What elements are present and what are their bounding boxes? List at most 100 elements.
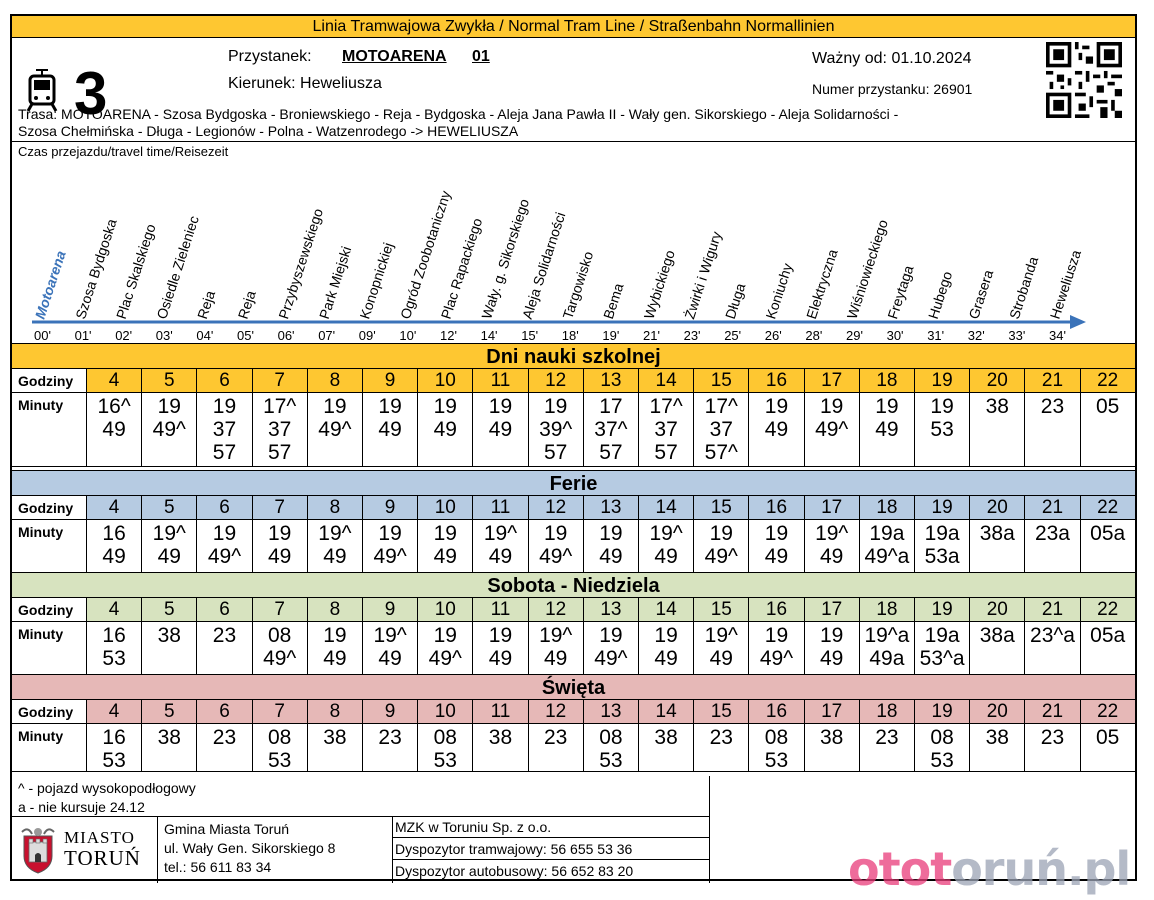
departure-minute: 08 — [268, 726, 292, 749]
minutes-cell: 19 49^ — [362, 520, 417, 573]
legend-high-floor: ^ - pojazd wysokopodłogowy — [18, 780, 196, 796]
hour-cell: 6 — [196, 700, 252, 723]
minutes-cell: 19 49 — [858, 393, 914, 466]
hour-cell: 13 — [582, 598, 638, 621]
stop-time-25: 34' — [1049, 328, 1066, 343]
departure-minute: 53a — [924, 545, 960, 568]
departure-minute: 19a — [924, 624, 960, 647]
minutes-cell: 19 49 — [417, 520, 472, 573]
departure-minute: 16 — [102, 522, 126, 545]
departure-minute: 19 — [544, 395, 568, 418]
hour-cell: 21 — [1024, 700, 1080, 723]
section-title: Ferie — [12, 470, 1135, 496]
minutes-cell: 19 49^ — [748, 622, 803, 675]
minutes-cell: 23 — [693, 724, 748, 771]
departure-minute: 53 — [268, 749, 292, 772]
hour-cell: 20 — [969, 598, 1025, 621]
logo-text-miasto: MIASTO — [64, 828, 135, 847]
departure-minute: 49 — [323, 545, 347, 568]
departure-minute: 49 — [268, 545, 292, 568]
line-type-title: Linia Tramwajowa Zwykła / Normal Tram Li… — [12, 16, 1135, 38]
minutes-cell: 08 53 — [748, 724, 803, 772]
hour-cell: 10 — [417, 496, 473, 519]
minutes-cell: 19 49 — [638, 622, 693, 675]
departure-minute: 19 — [875, 395, 899, 418]
departure-minute: 19a — [869, 522, 905, 545]
departure-minute: 49 — [378, 418, 402, 441]
departure-minute: 57 — [268, 441, 292, 464]
minutes-cell: 38 — [141, 724, 196, 771]
minutes-cell: 19 49 — [306, 622, 362, 675]
departure-minute: 49 — [102, 418, 126, 441]
minutes-cell: 17 37^ 57 — [582, 393, 638, 466]
hour-cell: 22 — [1079, 598, 1135, 621]
departure-minute: 49^ — [759, 647, 794, 670]
departure-minute: 38a — [979, 624, 1015, 647]
minutes-cell: 23 — [196, 724, 251, 771]
hour-cell: 15 — [693, 369, 749, 392]
departure-minute: 38 — [323, 726, 347, 749]
hour-cell: 20 — [969, 496, 1025, 519]
minutes-cell: 23a — [1024, 520, 1079, 573]
section-title: Dni nauki szkolnej — [12, 343, 1135, 369]
departure-minute: 19^ — [539, 624, 573, 647]
stop-name-19: Elektryczna — [803, 247, 841, 321]
departure-minute: 19 — [212, 522, 237, 545]
stop-name-21: Freytaga — [884, 263, 916, 321]
hour-cell: 19 — [914, 496, 970, 519]
minutes-cell: 23 — [196, 622, 251, 675]
departure-minute: 49 — [820, 545, 844, 568]
departure-minute: 49 — [654, 545, 678, 568]
minutes-cell: 19a 53a — [914, 520, 969, 573]
departure-minute: 19 — [599, 522, 623, 545]
departure-minute: 38 — [985, 395, 1009, 418]
city-address: ul. Wały Gen. Sikorskiego 8 — [164, 840, 336, 856]
minutes-cell: 19^ 49 — [693, 622, 748, 675]
minutes-cell: 19^ 49 — [803, 520, 859, 573]
departure-minute: 19^ — [318, 522, 352, 545]
minutes-cell: 38a — [969, 520, 1024, 573]
departure-minute: 19 — [599, 624, 623, 647]
hour-cell: 7 — [251, 496, 307, 519]
minutes-cell: 19 49 — [472, 622, 527, 675]
minutes-cell: 19 49^ — [803, 393, 859, 466]
hour-cell: 9 — [362, 496, 418, 519]
divider — [12, 816, 709, 817]
stop-name-6: Przybyszewskiego — [275, 206, 326, 321]
stop-time-7: 07' — [318, 328, 335, 343]
minutes-cell: 38 — [969, 393, 1024, 466]
legend: ^ - pojazd wysokopodłogowy a - nie kursu… — [18, 779, 196, 817]
departure-minute: 37 — [268, 418, 292, 441]
minutes-cell: 38 — [306, 724, 362, 771]
hour-cell: 16 — [748, 496, 804, 519]
stop-time-9: 10' — [399, 328, 416, 343]
hour-cell: 11 — [472, 700, 528, 723]
departure-minute: 16^ — [97, 395, 131, 418]
city-phone: tel.: 56 611 83 34 — [164, 859, 272, 875]
timetable-header: 3 Przystanek: MOTOARENA 01 Kierunek: Hew… — [12, 38, 1135, 139]
stop-time-4: 04' — [196, 328, 213, 343]
hour-cell: 5 — [141, 369, 197, 392]
minutes-cell: 19 49^ — [693, 520, 748, 573]
minutes-cell: 16 53 — [86, 724, 141, 772]
departure-minute: 49 — [433, 545, 457, 568]
hour-cell: 16 — [748, 700, 804, 723]
departure-minute: 37 — [654, 418, 678, 441]
minutes-cell: 23 — [527, 724, 583, 771]
qr-code-icon[interactable] — [1042, 42, 1126, 118]
stop-name-15: Wybickiego — [641, 248, 678, 321]
hour-cell: 17 — [803, 496, 859, 519]
minutes-cell: 08 53 — [914, 724, 969, 772]
departure-minute: 19 — [433, 395, 457, 418]
departure-minute: 23 — [544, 726, 568, 749]
minutes-cell: 16^ 49 — [86, 393, 141, 466]
departure-minute: 49 — [764, 418, 789, 441]
departure-minute: 49^ — [704, 545, 738, 568]
hour-cell: 8 — [306, 700, 362, 723]
departure-minute: 49 — [820, 647, 844, 670]
departure-minute: 49^ — [318, 418, 352, 441]
hour-cell: 19 — [914, 598, 970, 621]
direction-label: Kierunek: Heweliusza — [228, 75, 382, 92]
minutes-cell: 08 49^ — [251, 622, 307, 675]
hour-row: Godziny 4 5 6 7 8 9 10 11 12 13 14 15 16 17 18 19 20 21 22 — [12, 496, 1135, 520]
